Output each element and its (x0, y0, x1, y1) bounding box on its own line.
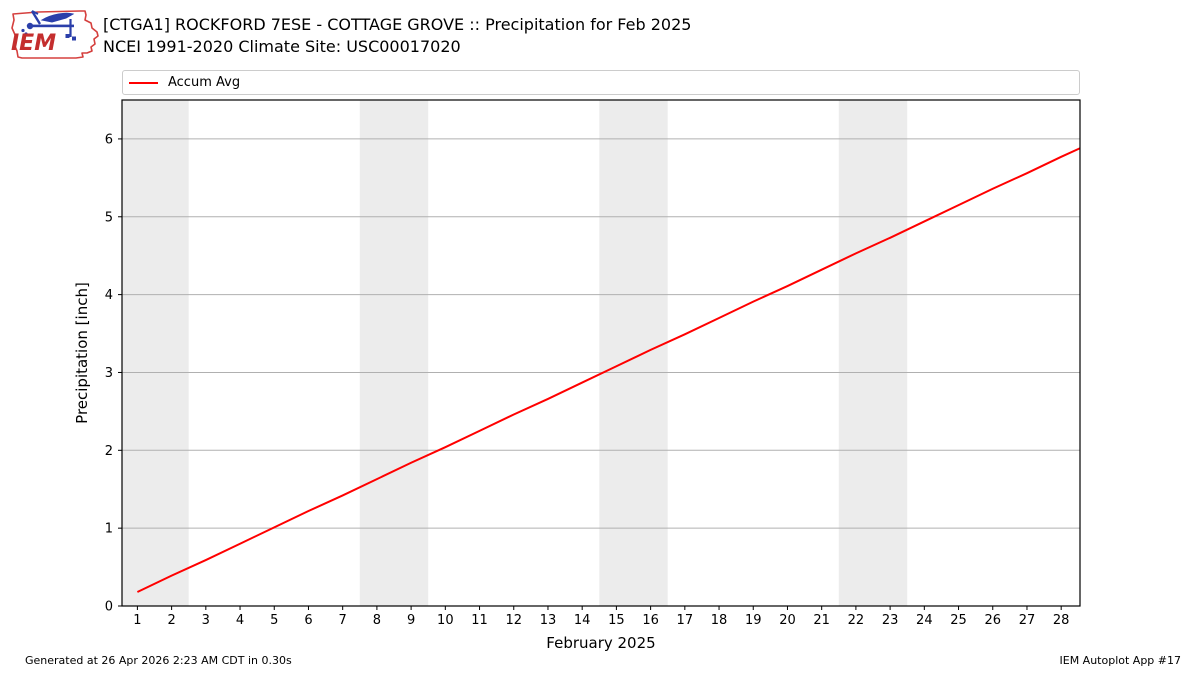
x-tick-label: 11 (471, 613, 488, 628)
x-tick-label: 24 (916, 613, 933, 628)
y-tick-label: 0 (105, 600, 113, 615)
legend: Accum Avg (122, 70, 1080, 95)
x-tick-label: 6 (304, 613, 312, 628)
y-tick-label: 6 (105, 132, 113, 147)
weekend-band (599, 100, 668, 606)
legend-label-accum-avg: Accum Avg (168, 75, 241, 90)
x-tick-label: 4 (236, 613, 244, 628)
accum-avg-line (136, 147, 1081, 593)
x-tick-label: 23 (882, 613, 899, 628)
x-tick-label: 16 (642, 613, 659, 628)
generated-at-text: Generated at 26 Apr 2026 2:23 AM CDT in … (25, 654, 292, 667)
x-tick-label: 19 (745, 613, 762, 628)
x-tick-label: 3 (202, 613, 210, 628)
x-tick-label: 20 (779, 613, 796, 628)
weather-vane-graphic (21, 10, 76, 41)
x-tick-label: 2 (167, 613, 175, 628)
accum-avg-line-swatch (129, 81, 158, 84)
x-tick-label: 17 (677, 613, 694, 628)
x-tick-label: 26 (984, 613, 1001, 628)
weekend-band (838, 100, 908, 606)
x-tick-label: 5 (270, 613, 278, 628)
plot-border (121, 99, 1081, 607)
x-tick-label: 9 (407, 613, 415, 628)
iowa-outline (11, 10, 99, 59)
chart-subtitle: NCEI 1991-2020 Climate Site: USC00017020 (103, 37, 461, 56)
x-tick-label: 12 (505, 613, 522, 628)
y-tick-label: 4 (105, 288, 113, 303)
x-tick-label: 22 (848, 613, 865, 628)
y-tick-label: 5 (105, 210, 113, 225)
weekend-band (359, 100, 429, 606)
x-tick-label: 10 (437, 613, 454, 628)
weekend-band (122, 100, 189, 606)
chart-title: [CTGA1] ROCKFORD 7ESE - COTTAGE GROVE ::… (103, 15, 692, 34)
x-axis-label: February 2025 (546, 634, 655, 652)
y-tick-label: 2 (105, 444, 113, 459)
x-tick-label: 25 (950, 613, 967, 628)
x-tick-label: 1 (133, 613, 141, 628)
x-tick-label: 18 (711, 613, 728, 628)
logo-text: IEM (11, 31, 56, 56)
x-tick-label: 21 (813, 613, 830, 628)
autoplot-app-text: IEM Autoplot App #17 (1059, 654, 1182, 667)
iem-logo: IEM (11, 10, 99, 59)
x-tick-label: 15 (608, 613, 625, 628)
x-tick-label: 28 (1053, 613, 1070, 628)
x-tick-label: 14 (574, 613, 591, 628)
y-tick-label: 1 (105, 522, 113, 537)
y-axis-label: Precipitation [inch] (73, 282, 91, 424)
y-tick-label: 3 (105, 366, 113, 381)
x-tick-label: 27 (1019, 613, 1036, 628)
x-tick-label: 8 (373, 613, 381, 628)
x-tick-label: 13 (540, 613, 557, 628)
chart-title-block: [CTGA1] ROCKFORD 7ESE - COTTAGE GROVE ::… (103, 14, 691, 58)
x-tick-label: 7 (339, 613, 347, 628)
